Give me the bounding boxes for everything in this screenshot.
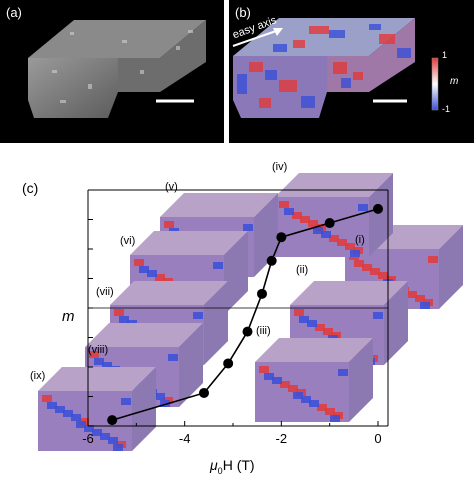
snapshot-label: (vi) [120,235,135,247]
chart-axes: -6 -4 -2 0 [82,189,389,446]
easy-axis-arrow [232,29,280,47]
grain-speckles [52,30,193,103]
easy-axis-arrowhead [273,28,283,36]
colorbar-max-label: 1 [442,50,448,60]
data-point [266,255,277,266]
x-axis-label: μ0H (T) [210,457,255,476]
data-point [107,415,118,426]
panel-label-b: (b) [235,5,251,20]
data-point [257,288,267,299]
colorbar [431,57,439,111]
snapshot-label: (iv) [272,161,287,173]
panel-b-render [232,18,439,118]
hysteresis-chart: -6 -4 -2 0 (i) (ii) (iii) (iv) (v) (vi) (vii) (vii… [30,161,463,451]
panel-a-render [28,20,206,118]
grain-block-top [28,20,206,58]
snapshot-block-ix [38,367,156,451]
data-point [199,387,209,398]
panel-a: (a) [0,0,224,143]
snapshot-label: (ix) [30,370,45,382]
snapshot-label: (iii) [256,325,271,337]
snapshot-label: (v) [165,181,178,193]
x-tick-label: 0 [374,431,381,446]
panel-label-a: (a) [6,5,22,20]
snapshot-block-iv [275,173,393,257]
y-axis-label: m [62,308,75,325]
x-axis-label-mu: μ [210,457,218,473]
snapshot-labels: (i) (ii) (iii) (iv) (v) (vi) (vii) (viii) (ix) [30,161,365,382]
panel-label-c: (c) [22,180,39,196]
domain-red-patches [249,26,395,108]
grain-block-front [28,58,118,118]
x-axis-label-sub: 0 [217,465,223,476]
domain-blue-patches [237,24,411,108]
snapshot-label: (i) [355,234,365,246]
snapshot-label: (viii) [88,344,108,356]
data-point [373,203,383,214]
x-tick-label: -4 [179,431,191,446]
colorbar-min-label: -1 [442,104,451,114]
panel-b: (b) easy axis 1 -1 m [229,0,474,143]
colorbar-quantity-label: m [450,76,459,87]
snapshot-label: (vii) [96,286,114,298]
snapshot-blocks [38,173,463,451]
x-tick-label: -2 [276,431,288,446]
x-axis-label-tail: H (T) [222,457,255,473]
snapshot-block-iii [255,338,373,422]
data-point [324,218,335,229]
snapshot-label: (ii) [296,264,308,276]
data-point [276,232,287,243]
data-point [242,326,253,337]
hysteresis-curve [107,203,383,426]
data-point [223,358,234,369]
x-tick-label: -6 [82,431,94,446]
